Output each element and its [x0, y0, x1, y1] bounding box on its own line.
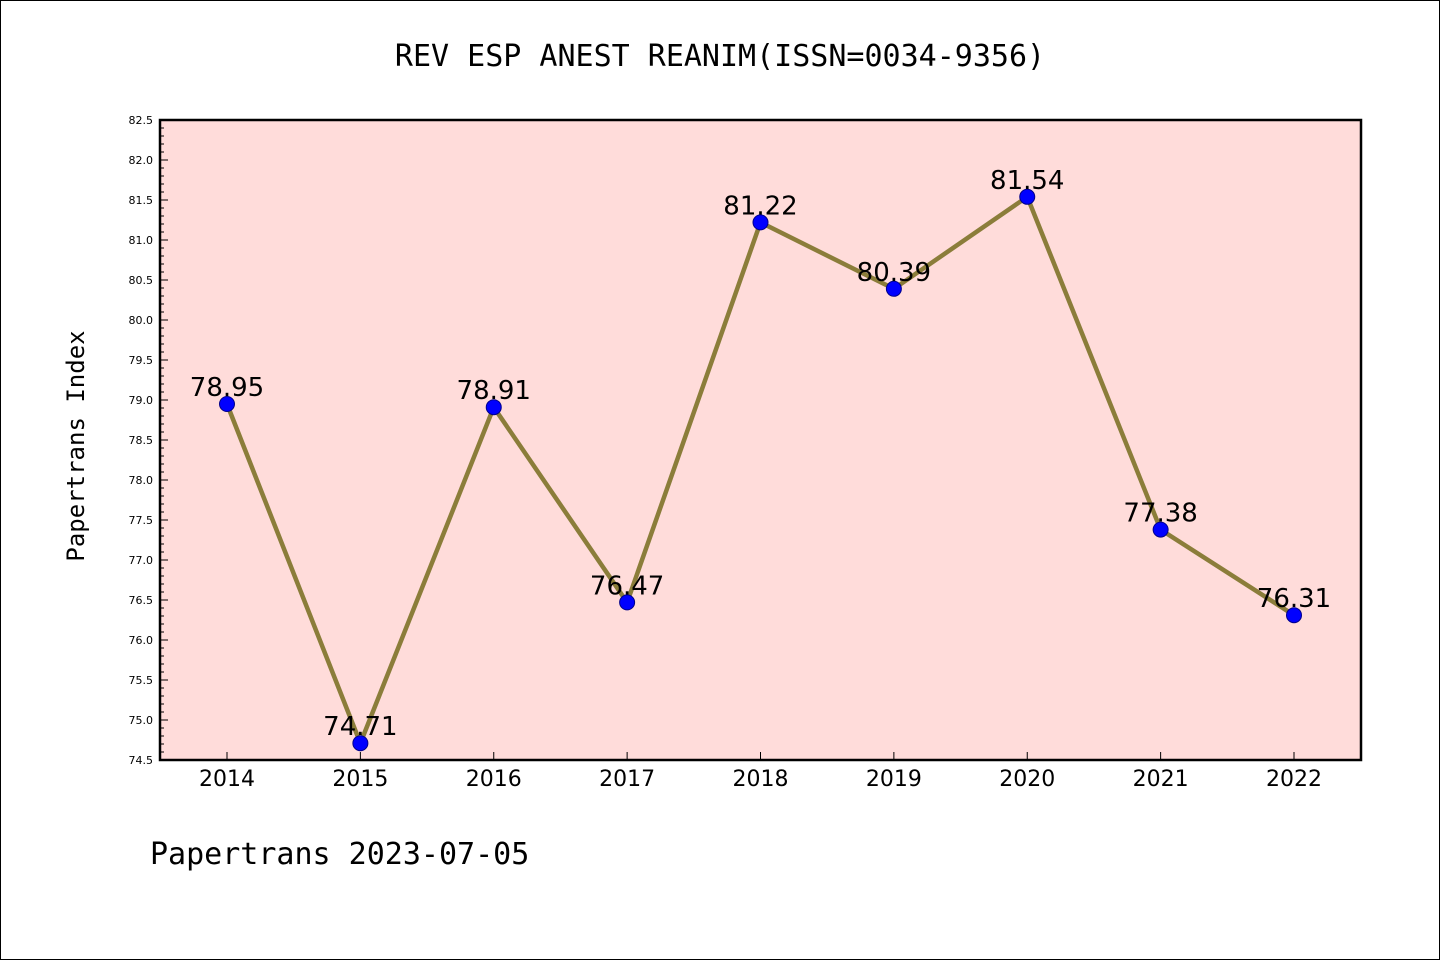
data-label: 78.91 [457, 376, 531, 406]
x-tick-label: 2016 [466, 767, 522, 792]
data-point [1019, 188, 1036, 205]
y-tick-label: 79.5 [129, 354, 154, 367]
y-tick-label: 74.5 [129, 754, 154, 767]
data-point [219, 396, 235, 412]
data-point [1286, 607, 1302, 624]
plot-area: 74.5 75.0 75.5 76.0 76.5 77.0 77.5 78.0 78.5 79.0… [129, 114, 1363, 792]
y-tick-label: 75.5 [129, 674, 154, 687]
data-label: 80.39 [857, 258, 931, 288]
chart-title: REV ESP ANEST REANIM(ISSN=0034-9356) [395, 39, 1045, 74]
x-tick-label: 2015 [332, 767, 388, 792]
y-tick-label: 78.0 [129, 474, 154, 487]
y-tick-label: 75.0 [129, 714, 154, 727]
y-tick-label: 77.5 [129, 514, 154, 527]
data-label: 81.22 [723, 191, 797, 221]
y-tick-label: 81.0 [129, 234, 154, 247]
x-tick-label: 2022 [1266, 767, 1322, 792]
data-point [485, 399, 502, 416]
data-label: 78.95 [190, 373, 264, 403]
y-tick-label: 79.0 [129, 394, 154, 407]
data-point [619, 594, 636, 611]
x-tick-label: 2014 [199, 767, 255, 792]
x-tick-label: 2017 [599, 767, 655, 792]
data-label: 76.31 [1257, 584, 1331, 614]
footer-date: Papertrans 2023-07-05 [150, 837, 529, 872]
x-tick-label: 2019 [866, 767, 922, 792]
data-label: 76.47 [590, 571, 664, 601]
data-label: 77.38 [1123, 499, 1197, 529]
x-tick-label: 2021 [1133, 767, 1189, 792]
y-tick-label: 78.5 [129, 434, 154, 447]
y-tick-label: 77.0 [129, 554, 154, 567]
x-tick-label: 2020 [999, 767, 1055, 792]
data-point [352, 735, 369, 752]
y-tick-label: 80.5 [129, 274, 154, 287]
data-point [1152, 521, 1169, 538]
plot-border [158, 118, 1363, 762]
x-tick-label: 2018 [733, 767, 789, 792]
data-point [752, 214, 769, 231]
y-tick-label: 82.5 [129, 114, 154, 127]
y-tick-label: 76.0 [129, 634, 154, 647]
y-tick-label: 82.0 [129, 154, 154, 167]
y-tick-label: 81.5 [129, 194, 154, 207]
data-label: 81.54 [990, 166, 1064, 196]
y-tick-label: 80.0 [129, 314, 154, 327]
data-point [885, 280, 902, 297]
data-label: 74.71 [323, 712, 397, 742]
y-tick-label: 76.5 [129, 594, 154, 607]
y-axis-label: Papertrans Index [62, 330, 90, 561]
